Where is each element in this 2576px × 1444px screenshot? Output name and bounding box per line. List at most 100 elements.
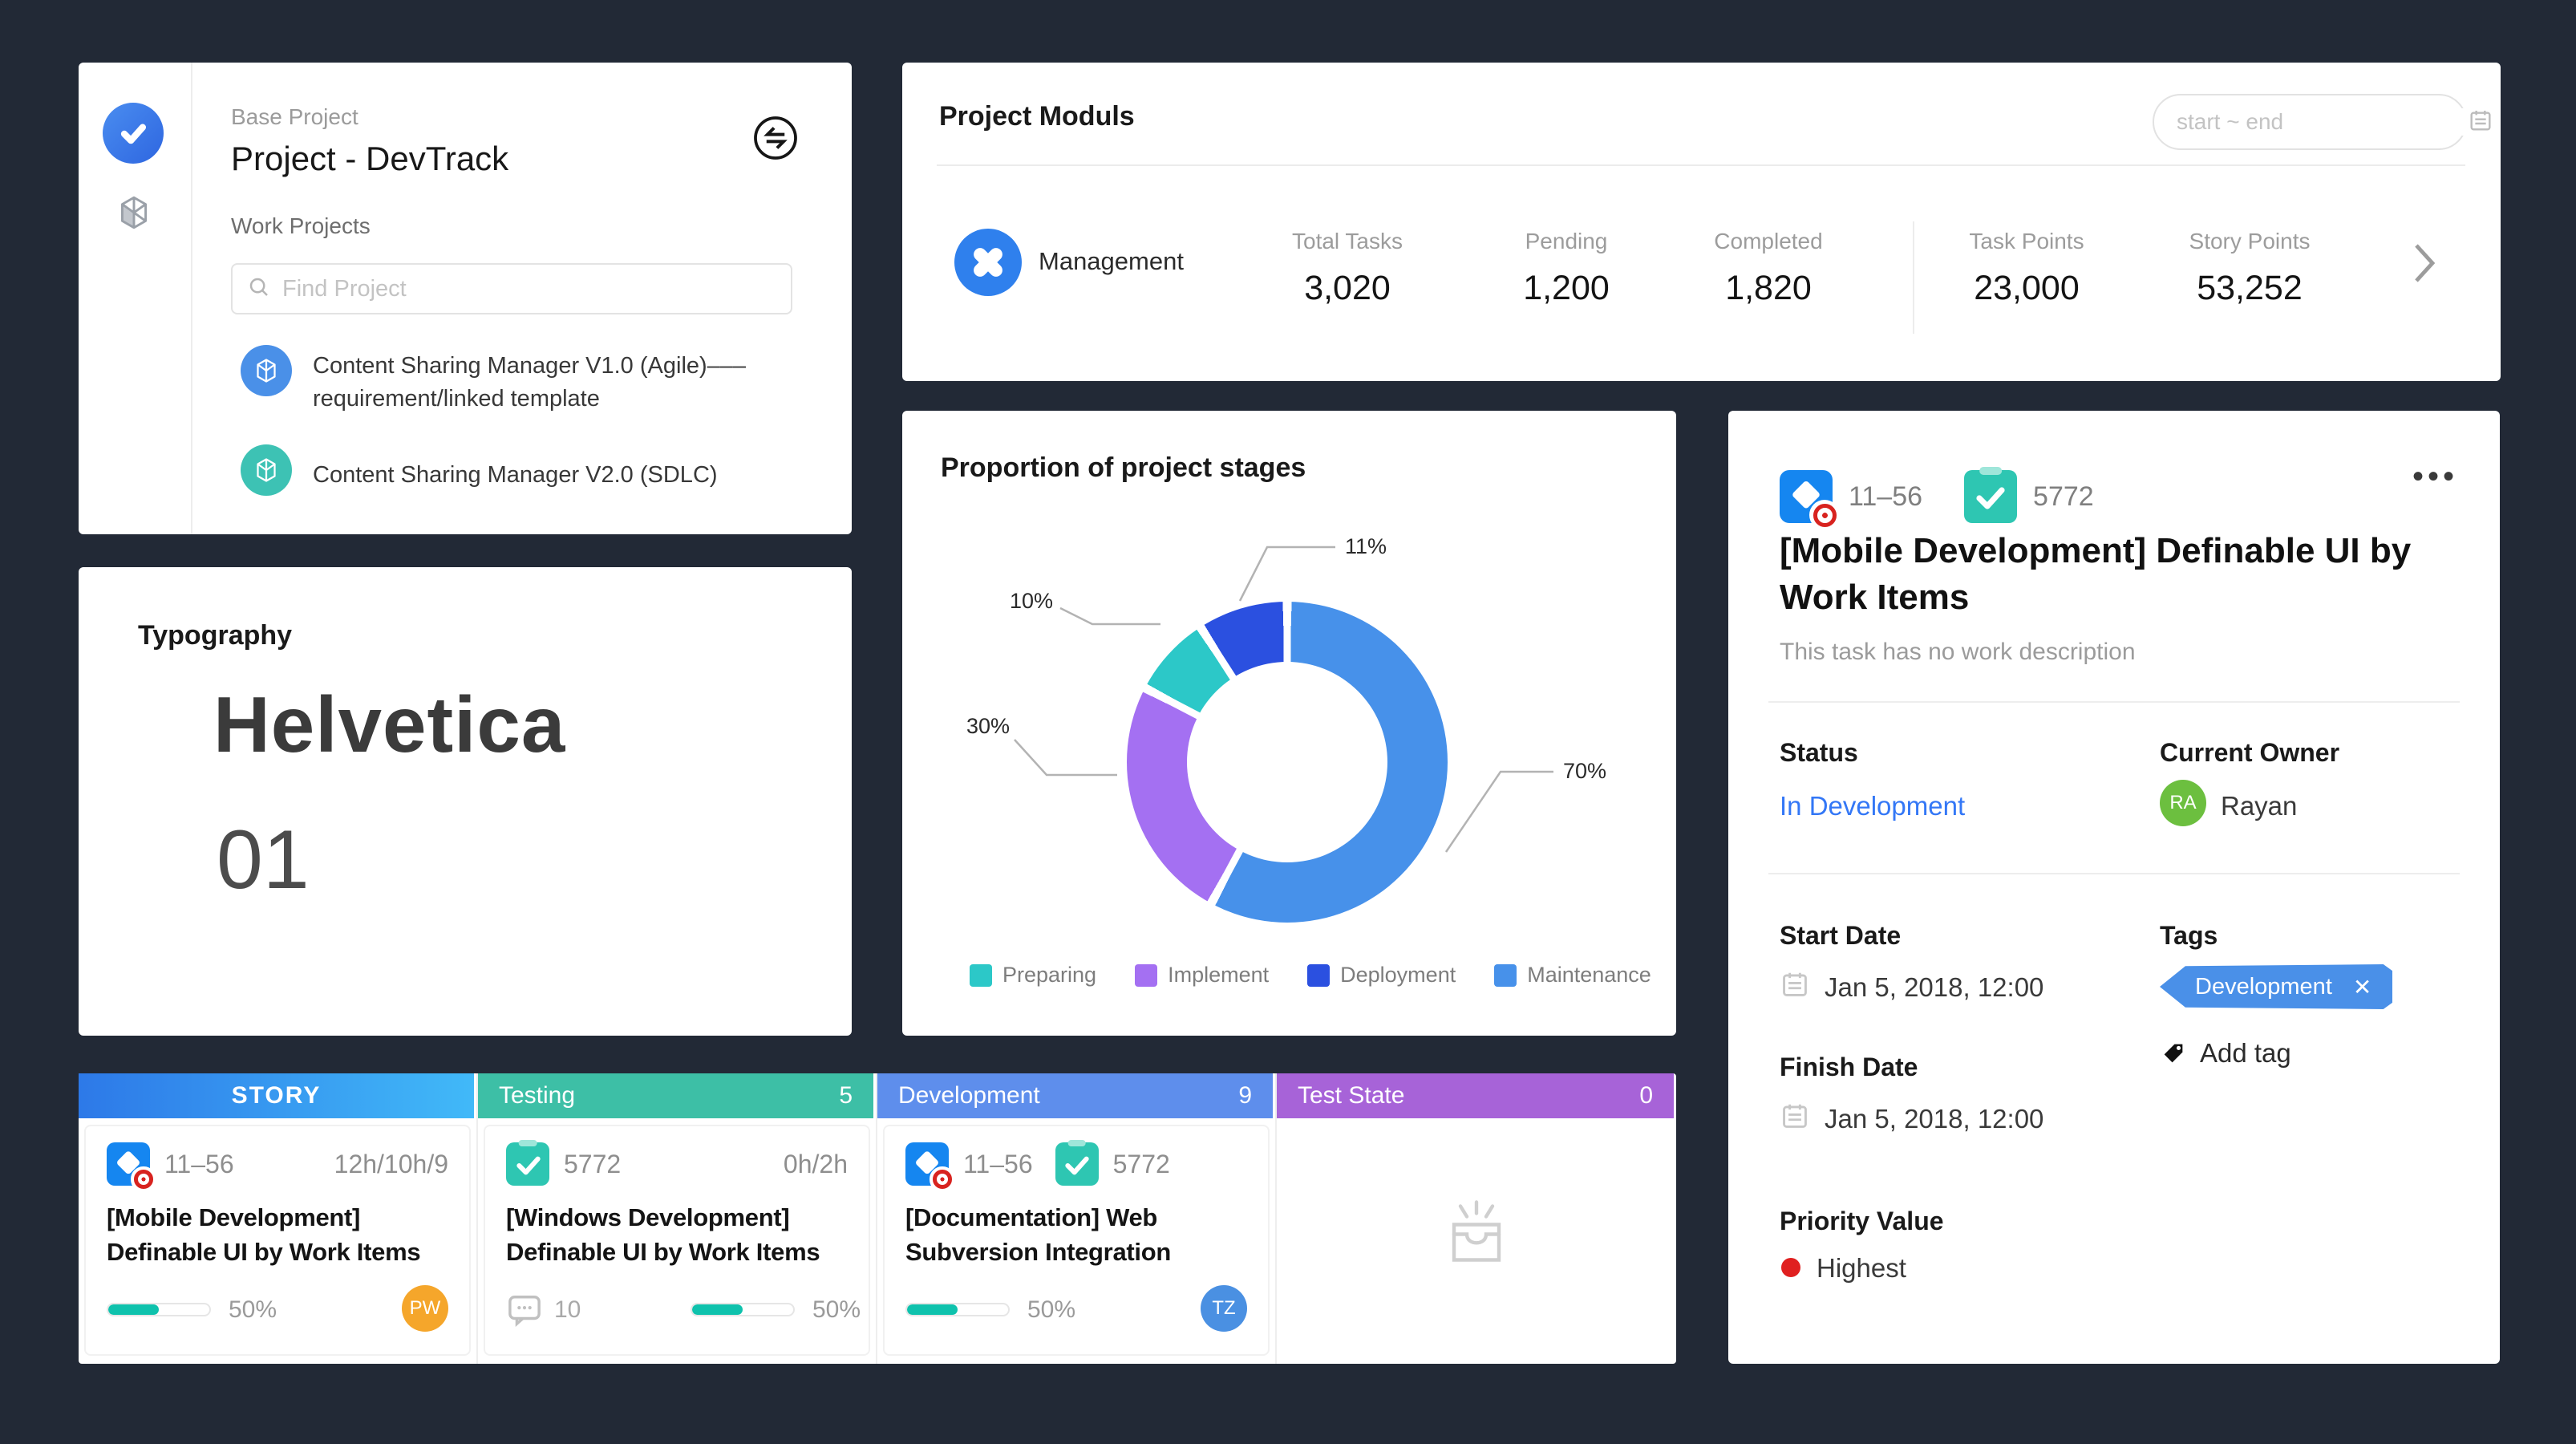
column-label: Development xyxy=(898,1082,1040,1109)
work-item-id: 11–56 xyxy=(1849,481,1923,512)
callout-implement: 30% xyxy=(966,714,1010,738)
task-description: This task has no work description xyxy=(1780,639,2136,665)
stat-label: Task Points xyxy=(1969,229,2084,254)
owner-avatar[interactable]: RA xyxy=(2160,780,2206,826)
assignee-avatar[interactable]: TZ xyxy=(1201,1285,1247,1332)
calendar-icon xyxy=(1780,969,1810,1004)
legend-label: Preparing xyxy=(1002,963,1097,987)
font-number-sample: 01 xyxy=(217,813,310,907)
donut-segment-separator xyxy=(1144,685,1235,737)
divider xyxy=(1768,701,2460,703)
column-label: STORY xyxy=(231,1082,322,1109)
kanban-card[interactable]: 11–56 5772 [Documentation] Web Subversio… xyxy=(883,1125,1270,1356)
column-count: 0 xyxy=(1639,1082,1653,1109)
progress-bar xyxy=(905,1303,1010,1316)
project-list-item[interactable]: Content Sharing Manager V2.0 (SDLC) xyxy=(241,444,794,496)
legend-swatch xyxy=(970,963,992,987)
stat-total-tasks: Total Tasks 3,020 xyxy=(1292,229,1403,308)
column-header[interactable]: Development 9 xyxy=(877,1073,1273,1118)
date-range-input[interactable] xyxy=(2175,108,2468,136)
divider xyxy=(1913,221,1914,334)
stat-value: 53,252 xyxy=(2197,269,2303,307)
legend-swatch xyxy=(1135,963,1158,987)
chevron-right-icon[interactable] xyxy=(2408,241,2440,290)
swap-project-icon[interactable] xyxy=(751,114,800,162)
priority-label: Priority Value xyxy=(1780,1207,1944,1235)
card-id: 11–56 xyxy=(963,1149,1033,1178)
legend-item-maintenance[interactable]: Maintenance xyxy=(1494,963,1651,988)
status-value[interactable]: In Development xyxy=(1780,791,1966,821)
card-id: 5772 xyxy=(564,1149,622,1178)
comments-indicator: 10 xyxy=(506,1293,581,1327)
cube-icon[interactable] xyxy=(114,193,154,233)
project-moduls-card: Project Moduls Management Total Tasks 3,… xyxy=(902,63,2501,381)
progress-bar xyxy=(691,1303,795,1316)
project-name: Content Sharing Manager V1.0 (Agile)–––r… xyxy=(313,353,747,412)
project-search xyxy=(231,263,792,314)
app-logo-check-icon[interactable] xyxy=(103,103,164,164)
kanban-column-test-state: Test State 0 xyxy=(1277,1073,1676,1364)
start-date-value[interactable]: Jan 5, 2018, 12:00 xyxy=(1825,972,2044,1002)
base-project-label: Base Project xyxy=(231,104,358,129)
work-item-icon xyxy=(1780,470,1841,531)
legend-item-preparing[interactable]: Preparing xyxy=(970,963,1096,988)
column-header[interactable]: STORY xyxy=(79,1073,474,1118)
stat-value: 23,000 xyxy=(1974,269,2080,307)
tag-text: Development xyxy=(2195,973,2332,1000)
search-input[interactable] xyxy=(281,274,776,303)
stat-label: Pending xyxy=(1525,229,1608,254)
column-count: 9 xyxy=(1238,1082,1252,1109)
add-tag-button[interactable]: Add tag xyxy=(2160,1038,2291,1069)
project-panel-sidebar xyxy=(79,63,192,534)
callout-deployment: 11% xyxy=(1345,534,1387,558)
kanban-card[interactable]: 11–56 12h/10h/9 [Mobile Development] Def… xyxy=(84,1125,471,1356)
task-id-row: 11–56 5772 xyxy=(1780,470,2136,531)
priority-value: Highest xyxy=(1817,1253,1906,1283)
finish-date-value[interactable]: Jan 5, 2018, 12:00 xyxy=(1825,1104,2044,1134)
kanban-column-development: Development 9 11–56 5772 [Documentation]… xyxy=(877,1073,1277,1364)
comment-icon xyxy=(508,1296,541,1327)
remove-tag-icon[interactable]: ✕ xyxy=(2352,974,2372,1000)
legend-label: Maintenance xyxy=(1527,963,1651,987)
project-cube-icon xyxy=(241,444,292,496)
empty-inbox-icon xyxy=(1438,1196,1515,1272)
add-tag-label: Add tag xyxy=(2200,1038,2291,1068)
donut-chart[interactable] xyxy=(1127,602,1448,923)
calendar-icon xyxy=(1780,1101,1810,1135)
module-name: Management xyxy=(1039,247,1184,275)
work-item-icon xyxy=(905,1142,955,1192)
stat-value: 1,820 xyxy=(1725,269,1812,307)
card-hours: 0h/2h xyxy=(783,1149,848,1178)
project-list-item[interactable]: Content Sharing Manager V1.0 (Agile)–––r… xyxy=(241,345,794,416)
callout-preparing: 10% xyxy=(1009,589,1053,613)
chart-legend: Preparing Implement Deployment Maintenan… xyxy=(970,963,1651,988)
work-item-icon xyxy=(107,1142,156,1192)
legend-item-deployment[interactable]: Deployment xyxy=(1307,963,1456,988)
progress-percent: 50% xyxy=(1027,1296,1076,1323)
calendar-icon xyxy=(2468,107,2493,137)
task-check-icon xyxy=(1964,470,2018,523)
comments-count: 10 xyxy=(554,1296,581,1323)
project-stages-chart-card: Proportion of project stages 11% 10% 30%… xyxy=(902,411,1676,1036)
divider xyxy=(937,164,2465,166)
management-module-icon xyxy=(954,229,1022,296)
stat-label: Total Tasks xyxy=(1292,229,1403,254)
current-owner-label: Current Owner xyxy=(2160,738,2340,767)
task-check-icon xyxy=(1055,1142,1099,1186)
column-header[interactable]: Testing 5 xyxy=(478,1073,873,1118)
column-header[interactable]: Test State 0 xyxy=(1277,1073,1674,1118)
assignee-avatar[interactable]: PW xyxy=(402,1285,448,1332)
task-detail-card: 11–56 5772 ••• [Mobile Development] Defi… xyxy=(1728,411,2500,1364)
more-actions-icon[interactable]: ••• xyxy=(2412,459,2458,494)
stat-story-points: Story Points 53,252 xyxy=(2189,229,2311,308)
date-range-picker xyxy=(2153,94,2491,150)
tag-chip-development[interactable]: Development ✕ xyxy=(2160,964,2393,1009)
kanban-column-testing: Testing 5 5772 0h/2h [Windows Developmen… xyxy=(478,1073,877,1364)
legend-item-implement[interactable]: Implement xyxy=(1135,963,1269,988)
task-id: 5772 xyxy=(2033,481,2094,512)
kanban-card[interactable]: 5772 0h/2h [Windows Development] Definab… xyxy=(484,1125,870,1356)
stat-label: Completed xyxy=(1714,229,1823,254)
column-count: 5 xyxy=(839,1082,853,1109)
progress-percent: 50% xyxy=(229,1296,277,1323)
stat-task-points: Task Points 23,000 xyxy=(1969,229,2084,308)
